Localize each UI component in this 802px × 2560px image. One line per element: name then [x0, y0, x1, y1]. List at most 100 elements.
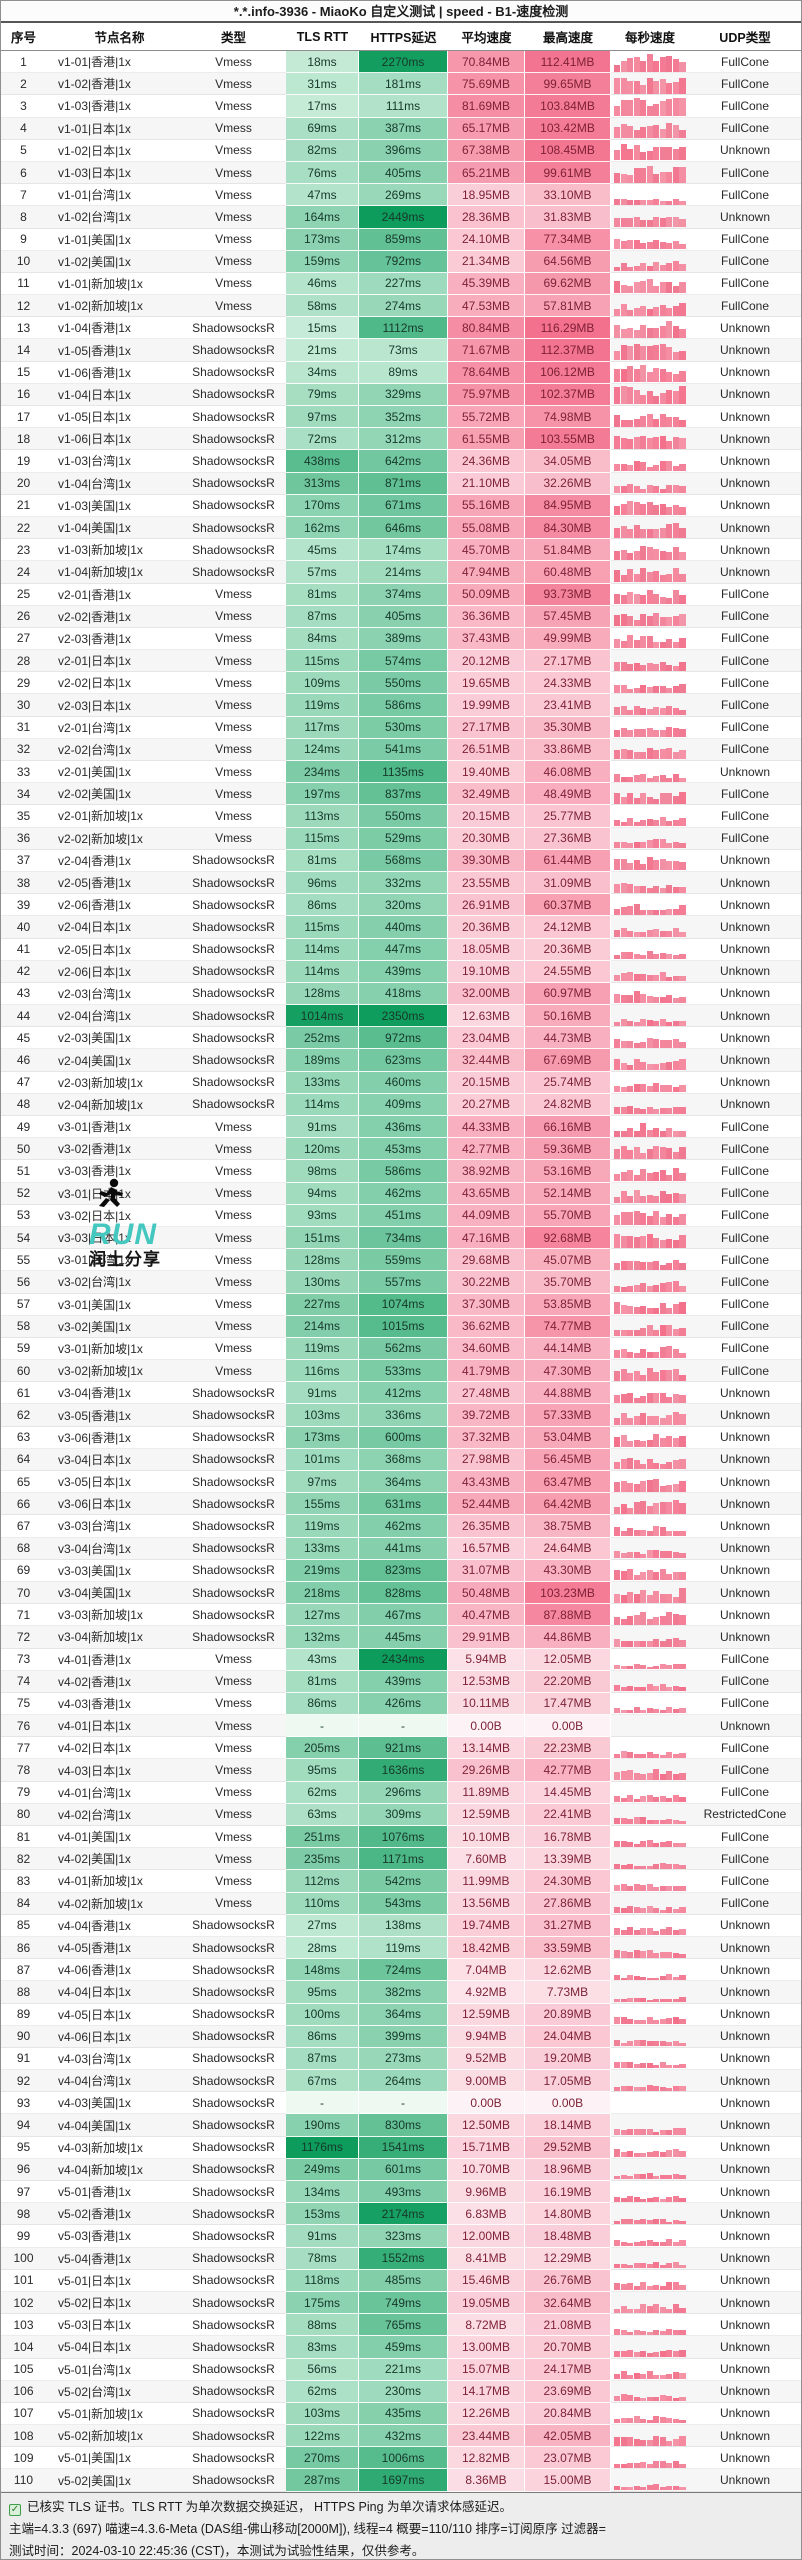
per-second-speed-sparkline: [614, 762, 686, 782]
table-row: 57 v3-01|美国|1x Vmess 227ms 1074ms 37.30MB 53.8…: [1, 1293, 801, 1316]
cell-type: ShadowsocksR: [181, 1515, 286, 1538]
cell-udp-type: FullCone: [689, 1782, 801, 1804]
table-row: 42 v2-06|日本|1x ShadowsocksR 114ms 439ms 19.10…: [1, 960, 801, 983]
cell-https-latency: 921ms: [359, 1737, 448, 1760]
cell-spark: [611, 73, 689, 96]
cell-tls-rtt: 81ms: [286, 849, 359, 872]
per-second-speed-sparkline: [614, 1316, 686, 1337]
cell-max-speed: 32.26MB: [525, 472, 611, 495]
cell-udp-type: FullCone: [689, 1205, 801, 1227]
cell-spark: [611, 1848, 689, 1871]
cell-max-speed: 24.64MB: [525, 1537, 611, 1560]
cell-https-latency: 396ms: [359, 139, 448, 162]
cell-max-speed: 92.68MB: [525, 1226, 611, 1250]
cell-node-name: v4-06|香港|1x: [46, 1959, 181, 1982]
cell-https-latency: 459ms: [359, 2336, 448, 2359]
cell-tls-rtt: 47ms: [286, 184, 359, 207]
cell-type: ShadowsocksR: [181, 561, 286, 584]
cell-seq: 2: [1, 73, 46, 96]
table-row: 96 v4-04|新加坡|1x ShadowsocksR 249ms 601ms 10.7…: [1, 2158, 801, 2181]
cell-spark: [611, 1227, 689, 1250]
cell-avg-speed: 45.39MB: [448, 272, 525, 296]
cell-max-speed: 53.16MB: [525, 1160, 611, 1183]
cell-udp-type: Unknown: [689, 1072, 801, 1094]
cell-type: ShadowsocksR: [181, 2092, 286, 2115]
cell-spark: [611, 2381, 689, 2403]
table-row: 30 v2-03|日本|1x Vmess 119ms 586ms 19.99MB 23.41…: [1, 694, 801, 717]
cell-udp-type: Unknown: [689, 2314, 801, 2337]
cell-tls-rtt: 197ms: [286, 783, 359, 806]
table-row: 83 v4-01|新加坡|1x Vmess 112ms 542ms 11.99MB 24.3…: [1, 1870, 801, 1893]
cell-https-latency: 389ms: [359, 627, 448, 651]
cell-seq: 13: [1, 317, 46, 340]
cell-max-speed: 24.30MB: [525, 1870, 611, 1893]
cell-tls-rtt: 173ms: [286, 228, 359, 251]
cell-avg-speed: 19.40MB: [448, 761, 525, 784]
cell-tls-rtt: 227ms: [286, 1293, 359, 1316]
per-second-speed-sparkline: [614, 584, 686, 605]
cell-udp-type: Unknown: [689, 2026, 801, 2048]
cell-tls-rtt: 43ms: [286, 1648, 359, 1671]
per-second-speed-sparkline: [614, 1893, 686, 1914]
per-second-speed-sparkline: [614, 362, 686, 383]
cell-avg-speed: 16.57MB: [448, 1537, 525, 1560]
cell-avg-speed: 30.22MB: [448, 1271, 525, 1294]
footer: ✓ 已核实 TLS 证书。TLS RTT 为单次数据交换延迟， HTTPS Pin…: [1, 2491, 801, 2559]
cell-tls-rtt: 81ms: [286, 583, 359, 606]
cell-https-latency: 332ms: [359, 871, 448, 895]
per-second-speed-sparkline: [614, 917, 686, 937]
cell-seq: 45: [1, 1027, 46, 1050]
cell-spark: [611, 362, 689, 384]
cell-type: ShadowsocksR: [181, 1005, 286, 1028]
cell-https-latency: 1112ms: [359, 317, 448, 340]
cell-type: ShadowsocksR: [181, 450, 286, 473]
cell-udp-type: FullCone: [689, 118, 801, 140]
cell-spark: [611, 162, 689, 185]
cell-spark: [611, 1449, 689, 1471]
cell-max-speed: 14.80MB: [525, 2203, 611, 2226]
per-second-speed-sparkline: [614, 2182, 686, 2202]
cell-spark: [611, 118, 689, 140]
cell-spark: [611, 1049, 689, 1072]
per-second-speed-sparkline: [614, 1183, 686, 1204]
cell-spark: [611, 229, 689, 251]
cell-spark: [611, 1338, 689, 1361]
cell-type: Vmess: [181, 606, 286, 628]
cell-https-latency: 441ms: [359, 1537, 448, 1560]
cell-seq: 43: [1, 983, 46, 1006]
table-row: 66 v3-06|日本|1x ShadowsocksR 155ms 631ms 52.44…: [1, 1493, 801, 1516]
cell-type: Vmess: [181, 1116, 286, 1139]
per-second-speed-sparkline: [614, 1338, 686, 1359]
cell-node-name: v1-02|台湾|1x: [46, 206, 181, 229]
cell-https-latency: 586ms: [359, 694, 448, 717]
verified-check-icon: ✓: [9, 2503, 21, 2516]
cell-https-latency: 445ms: [359, 1626, 448, 1649]
cell-udp-type: Unknown: [689, 2070, 801, 2093]
cell-seq: 42: [1, 961, 46, 983]
cell-seq: 99: [1, 2225, 46, 2248]
table-row: 73 v4-01|香港|1x Vmess 43ms 2434ms 5.94MB 12.05M…: [1, 1648, 801, 1671]
cell-avg-speed: 38.92MB: [448, 1160, 525, 1183]
cell-udp-type: Unknown: [689, 2248, 801, 2270]
col-udp-type: UDP类型: [719, 31, 771, 45]
cell-spark: [611, 1715, 689, 1738]
per-second-speed-sparkline: [614, 2448, 686, 2468]
cell-tls-rtt: 94ms: [286, 1182, 359, 1205]
cell-udp-type: Unknown: [689, 2425, 801, 2448]
per-second-speed-sparkline: [614, 983, 686, 1004]
cell-udp-type: FullCone: [689, 229, 801, 251]
cell-seq: 105: [1, 2359, 46, 2381]
cell-udp-type: FullCone: [689, 1160, 801, 1183]
cell-seq: 91: [1, 2048, 46, 2071]
cell-max-speed: 66.16MB: [525, 1116, 611, 1139]
per-second-speed-sparkline: [614, 1405, 686, 1426]
cell-avg-speed: 65.21MB: [448, 161, 525, 185]
cell-tls-rtt: 113ms: [286, 805, 359, 828]
cell-spark: [611, 1737, 689, 1760]
cell-udp-type: Unknown: [689, 2114, 801, 2137]
cell-max-speed: 27.36MB: [525, 827, 611, 850]
cell-tls-rtt: 97ms: [286, 1471, 359, 1494]
cell-udp-type: Unknown: [689, 1449, 801, 1471]
cell-node-name: v1-04|新加坡|1x: [46, 561, 181, 584]
cell-type: Vmess: [181, 805, 286, 828]
